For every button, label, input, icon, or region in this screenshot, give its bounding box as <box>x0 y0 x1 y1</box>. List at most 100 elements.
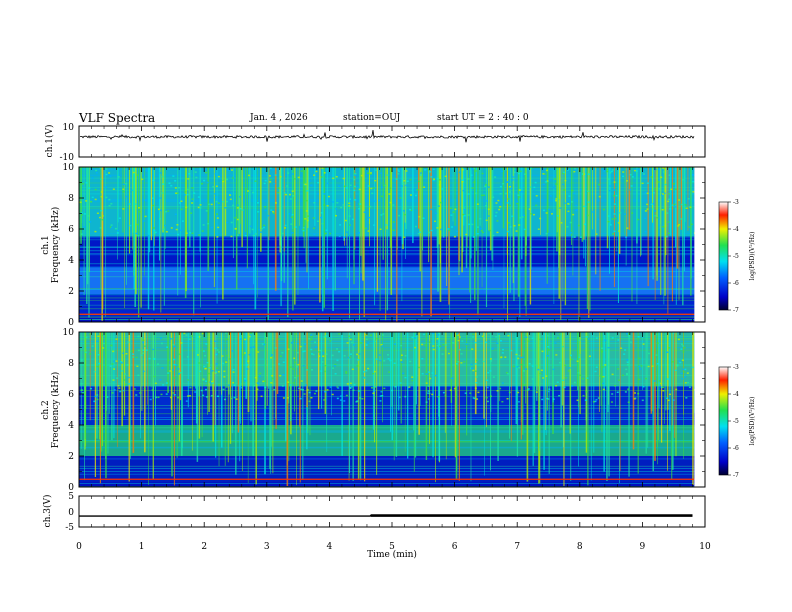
noise-dot <box>588 355 591 358</box>
noise-dot <box>436 177 439 180</box>
noise-dot <box>321 222 324 225</box>
noise-dot <box>563 202 566 205</box>
noise-dot <box>91 177 94 179</box>
noise-dot <box>349 387 352 390</box>
noise-dot <box>254 233 257 235</box>
noise-dot <box>348 205 351 207</box>
noise-dot <box>642 385 645 388</box>
noise-dot <box>426 392 429 394</box>
noise-dot <box>474 341 477 344</box>
noise-dot <box>470 367 473 369</box>
noise-dot <box>573 192 576 195</box>
noise-dot <box>427 385 430 387</box>
noise-dot <box>373 389 376 392</box>
noise-dot <box>653 380 656 382</box>
noise-dot <box>510 187 513 190</box>
x-tick-label: 10 <box>699 542 711 552</box>
noise-dot <box>532 189 535 191</box>
noise-dot <box>559 361 562 364</box>
noise-dot <box>515 230 518 232</box>
noise-dot <box>325 353 328 355</box>
noise-dot <box>152 197 155 199</box>
noise-dot <box>198 362 201 364</box>
noise-dot <box>236 218 239 221</box>
noise-dot <box>472 333 475 336</box>
noise-dot <box>239 337 242 339</box>
noise-dot <box>301 229 304 231</box>
noise-dot <box>672 399 675 401</box>
noise-dot <box>576 208 579 211</box>
noise-dot <box>270 357 273 359</box>
noise-dot <box>252 191 255 194</box>
noise-dot <box>457 334 460 336</box>
noise-dot <box>204 171 207 174</box>
ch1-ytick-bottom: -10 <box>60 153 75 163</box>
noise-dot <box>543 173 546 175</box>
noise-dot <box>602 388 605 391</box>
noise-dot <box>95 169 98 172</box>
noise-dot <box>239 207 242 210</box>
noise-dot <box>252 234 255 237</box>
noise-dot <box>513 224 516 227</box>
noise-dot <box>409 178 412 181</box>
noise-dot <box>263 343 266 346</box>
noise-dot <box>187 395 190 397</box>
noise-dot <box>614 384 617 387</box>
noise-dot <box>158 217 161 220</box>
noise-dot <box>195 176 198 179</box>
noise-dot <box>215 200 218 203</box>
noise-dot <box>209 381 212 384</box>
noise-dot <box>646 203 649 206</box>
noise-dot <box>289 384 292 386</box>
noise-dot <box>627 401 630 404</box>
noise-dot <box>545 375 548 377</box>
noise-dot <box>485 204 488 207</box>
noise-dot <box>402 182 405 185</box>
noise-dot <box>470 363 473 366</box>
noise-dot <box>382 334 385 336</box>
noise-dot <box>570 231 573 234</box>
noise-dot <box>470 174 473 176</box>
noise-dot <box>625 372 628 375</box>
noise-dot <box>303 350 306 352</box>
noise-dot <box>142 352 145 354</box>
x-tick-label: 5 <box>389 542 395 552</box>
noise-dot <box>644 230 647 233</box>
noise-dot <box>545 212 548 214</box>
noise-dot <box>512 365 515 368</box>
noise-dot <box>138 207 141 209</box>
noise-dot <box>423 186 426 188</box>
noise-dot <box>226 178 229 181</box>
noise-dot <box>262 380 265 383</box>
noise-dot <box>413 189 416 191</box>
noise-dot <box>379 400 382 402</box>
noise-dot <box>542 173 545 175</box>
noise-dot <box>459 348 462 351</box>
y-tick-label: 8 <box>68 359 74 369</box>
noise-dot <box>535 365 538 367</box>
noise-dot <box>518 366 521 369</box>
noise-dot <box>144 345 147 347</box>
noise-dot <box>485 219 488 222</box>
noise-dot <box>310 338 313 341</box>
noise-dot <box>199 207 202 209</box>
noise-dot <box>115 338 118 340</box>
noise-dot <box>501 382 504 384</box>
noise-dot <box>106 235 109 237</box>
noise-dot <box>587 201 590 203</box>
noise-dot <box>325 335 328 337</box>
noise-dot <box>380 343 383 346</box>
noise-dot <box>277 191 280 194</box>
noise-dot <box>297 363 300 366</box>
noise-dot <box>521 356 524 359</box>
noise-dot <box>142 349 145 351</box>
noise-dot <box>259 231 262 233</box>
noise-dot <box>365 338 368 340</box>
noise-dot <box>417 180 420 183</box>
noise-dot <box>662 226 665 228</box>
noise-dot <box>357 390 360 392</box>
noise-dot <box>469 392 472 394</box>
noise-dot <box>120 370 123 372</box>
noise-dot <box>273 182 276 185</box>
noise-dot <box>171 369 174 371</box>
